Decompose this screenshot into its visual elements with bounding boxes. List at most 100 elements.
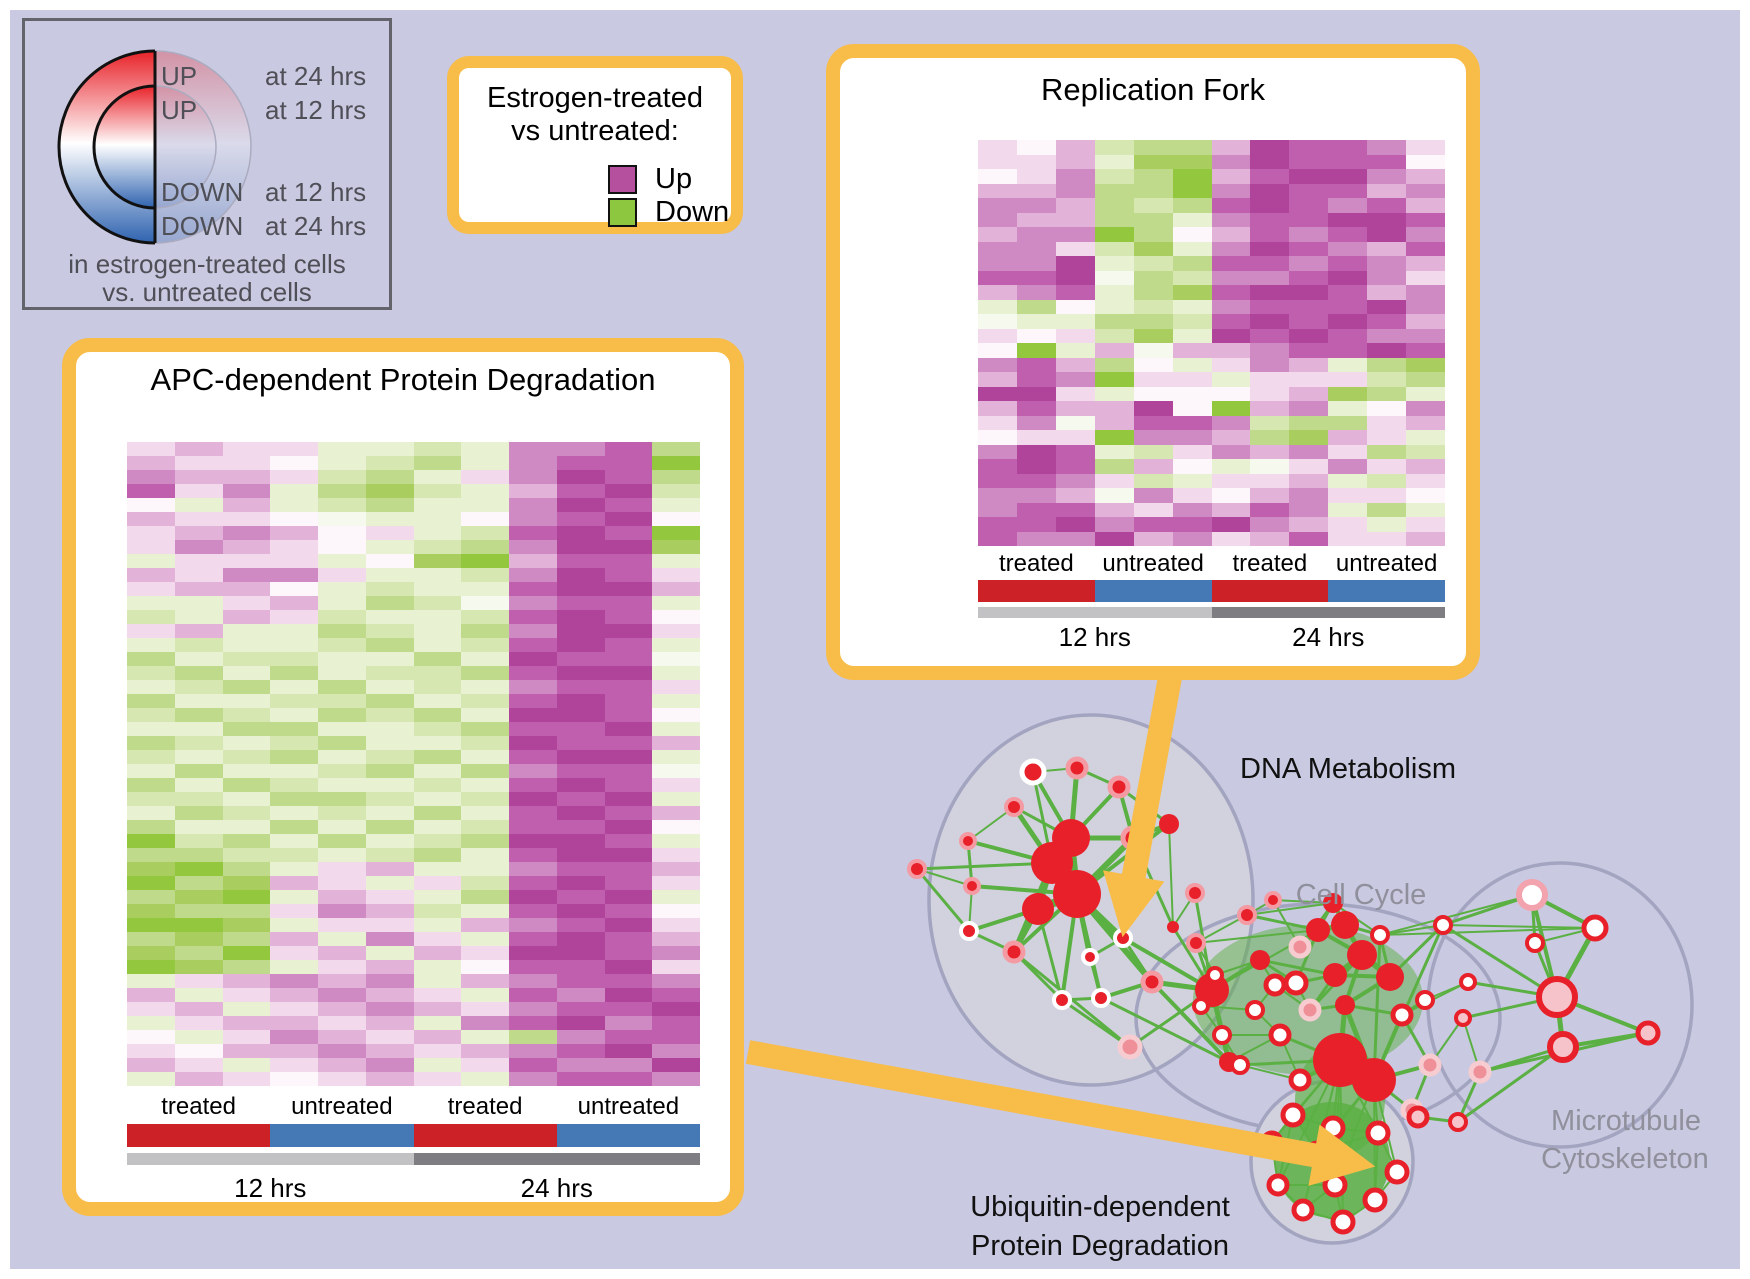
heatmap-cell — [1328, 372, 1368, 387]
heatmap-cell — [1406, 154, 1445, 169]
heatmap-cell — [509, 988, 557, 1002]
heatmap-cell — [1406, 415, 1445, 430]
heatmap-cell — [1367, 183, 1407, 198]
heatmap-cell — [174, 666, 223, 680]
heatmap-cell — [413, 610, 462, 624]
heatmap-cell — [1172, 256, 1212, 271]
heatmap-cell — [1289, 473, 1329, 488]
network-edge — [1150, 980, 1231, 1064]
heatmap-cell — [365, 624, 414, 638]
gene-node — [1268, 1023, 1292, 1047]
gene-node — [1250, 950, 1270, 970]
heatmap-cell — [556, 1030, 605, 1044]
heatmap-cell — [978, 531, 1017, 546]
heatmap-cell — [174, 1044, 223, 1058]
heatmap-cell — [1250, 169, 1290, 184]
heatmap-cell — [1289, 140, 1329, 155]
heatmap-cell — [1250, 473, 1290, 488]
heatmap-cell — [978, 241, 1017, 256]
heatmap-cell — [1094, 459, 1134, 474]
heatmap-cell — [604, 442, 653, 456]
heatmap-cell — [604, 1044, 653, 1058]
network-edge — [1379, 924, 1444, 936]
heatmap-cell — [270, 470, 318, 484]
heatmap-cell — [174, 1072, 223, 1086]
heatmap-cell — [1328, 430, 1368, 445]
heatmap-cell — [413, 498, 462, 512]
heatmap-cell — [1211, 444, 1251, 459]
heatmap-cell — [413, 484, 462, 498]
heatmap-cell — [1289, 415, 1329, 430]
heatmap-cell — [270, 750, 318, 764]
heatmap-cell — [222, 624, 271, 638]
heatmap-cell — [1133, 299, 1173, 314]
heatmap-cell — [365, 1002, 414, 1016]
heatmap-cell — [270, 890, 318, 904]
heatmap-cell — [1211, 314, 1251, 329]
heatmap-cell — [1328, 212, 1368, 227]
heatmap-cell — [1406, 401, 1445, 416]
heatmap-cell — [174, 806, 223, 820]
label-dna-metabolism: DNA Metabolism — [1240, 753, 1456, 785]
heatmap-cell — [174, 974, 223, 988]
heatmap-cell — [556, 680, 605, 694]
heatmap-cell — [318, 484, 366, 498]
heatmap-cell — [509, 554, 557, 568]
gene-node — [1004, 797, 1024, 817]
heatmap-cell — [1211, 140, 1251, 155]
heatmap-cell — [509, 1002, 557, 1016]
heatmap-cell — [127, 848, 175, 862]
heatmap-cell — [127, 820, 175, 834]
heatmap-cell — [174, 652, 223, 666]
heatmap-cell — [127, 736, 175, 750]
heatmap-cell — [222, 652, 271, 666]
heatmap-cell — [604, 512, 653, 526]
heatmap-cell — [270, 1030, 318, 1044]
heatmap-cell — [365, 484, 414, 498]
heatmap-cell — [604, 932, 653, 946]
heatmap-cell — [1328, 169, 1368, 184]
ring-legend-box: UP at 24 hrs UP at 12 hrs DOWN at 12 hrs… — [22, 18, 392, 310]
heatmap-cell — [1367, 299, 1407, 314]
heatmap-cell — [604, 778, 653, 792]
heatmap-cell — [1055, 212, 1095, 227]
heatmap-cell — [318, 638, 366, 652]
heatmap-cell — [1367, 473, 1407, 488]
heatmap-cell — [978, 444, 1017, 459]
gene-node — [1331, 911, 1359, 939]
heatmap-cell — [1367, 372, 1407, 387]
heatmap-cell — [1094, 256, 1134, 271]
heatmap-cell — [270, 960, 318, 974]
heatmap-cell — [556, 1002, 605, 1016]
heatmap-cell — [604, 834, 653, 848]
heatmap-cell — [1172, 154, 1212, 169]
heatmap-cell — [461, 1044, 509, 1058]
heatmap-cell — [604, 988, 653, 1002]
heatmap-cell — [174, 820, 223, 834]
heatmap-cell — [174, 624, 223, 638]
heatmap-cell — [652, 960, 700, 974]
heatmap-cell — [270, 946, 318, 960]
heatmap-cell — [604, 498, 653, 512]
heatmap-cell — [978, 212, 1017, 227]
heatmap-cell — [652, 890, 700, 904]
heatmap-cell — [127, 540, 175, 554]
heatmap-cell — [1211, 488, 1251, 503]
gene-node — [1322, 1172, 1348, 1198]
heatmap-cell — [365, 960, 414, 974]
heatmap-cell — [1250, 183, 1290, 198]
heatmap-cell — [604, 862, 653, 876]
heatmap-cell — [222, 1072, 271, 1086]
heatmap-cell — [174, 736, 223, 750]
apc-heatmap-grid — [127, 442, 700, 1086]
heatmap-cell — [652, 638, 700, 652]
network-edge — [1061, 998, 1131, 1049]
heatmap-cell — [365, 1044, 414, 1058]
heatmap-cell — [1250, 401, 1290, 416]
network-edge — [1442, 923, 1558, 999]
heatmap-cell — [652, 456, 700, 470]
heatmap-cell — [1328, 357, 1368, 372]
heatmap-cell — [604, 792, 653, 806]
heatmap-cell — [174, 960, 223, 974]
